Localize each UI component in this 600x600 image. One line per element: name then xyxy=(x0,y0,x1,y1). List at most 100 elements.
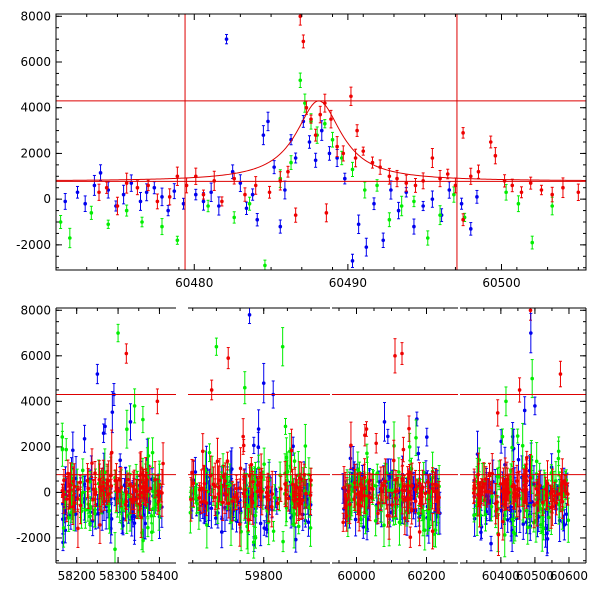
data-point xyxy=(296,486,301,521)
x-tick-label: 58200 xyxy=(58,569,96,583)
data-point xyxy=(510,178,515,193)
marker xyxy=(244,206,249,211)
data-point xyxy=(61,487,65,504)
data-point xyxy=(279,475,283,502)
marker xyxy=(97,485,102,489)
marker xyxy=(71,479,76,484)
data-point xyxy=(452,186,456,203)
data-point xyxy=(124,343,129,364)
data-point xyxy=(202,465,207,502)
marker xyxy=(452,192,456,197)
marker xyxy=(109,484,114,488)
data-point xyxy=(461,127,465,139)
data-point xyxy=(175,166,180,186)
data-point xyxy=(104,181,109,194)
marker xyxy=(461,131,465,135)
marker xyxy=(106,478,111,483)
data-point xyxy=(175,235,180,245)
y-tick-label: 4000 xyxy=(20,101,51,115)
marker xyxy=(80,490,85,495)
marker xyxy=(124,490,128,494)
data-point xyxy=(278,461,282,489)
marker xyxy=(126,477,130,482)
marker xyxy=(389,188,393,192)
marker xyxy=(226,356,231,360)
marker xyxy=(152,185,157,190)
marker xyxy=(167,195,172,199)
marker xyxy=(426,480,430,484)
marker xyxy=(123,502,128,507)
marker xyxy=(103,424,107,429)
marker xyxy=(175,238,180,243)
marker xyxy=(308,493,313,497)
marker xyxy=(293,156,298,160)
marker xyxy=(385,513,390,518)
marker xyxy=(289,160,293,165)
marker xyxy=(193,192,198,197)
marker xyxy=(137,502,142,506)
data-point xyxy=(93,461,97,486)
data-point xyxy=(430,513,435,550)
y-tick-label: -2000 xyxy=(16,238,51,252)
marker xyxy=(238,466,243,471)
marker xyxy=(296,524,301,529)
data-point xyxy=(263,259,267,270)
data-point xyxy=(220,196,224,207)
data-point xyxy=(408,526,413,548)
y-tick-label: 6000 xyxy=(20,55,51,69)
marker xyxy=(200,449,205,454)
marker xyxy=(221,474,226,479)
data-point xyxy=(293,526,298,553)
top-panel: -2000 0 2000 4000 6000 8000 60480 60490 60500 xyxy=(16,9,587,290)
data-point xyxy=(361,146,366,156)
marker xyxy=(128,482,133,486)
marker xyxy=(73,512,78,516)
marker xyxy=(408,535,413,540)
data-point xyxy=(257,482,262,499)
marker xyxy=(146,183,150,188)
data-point xyxy=(264,521,269,538)
data-point xyxy=(343,172,347,185)
marker xyxy=(298,498,303,503)
marker xyxy=(461,217,465,222)
marker xyxy=(144,190,149,195)
data-point xyxy=(271,520,276,542)
data-point xyxy=(402,474,407,498)
marker xyxy=(65,497,69,501)
data-point xyxy=(404,174,409,192)
marker xyxy=(116,331,120,335)
marker xyxy=(359,517,363,522)
marker xyxy=(86,486,90,491)
marker xyxy=(224,37,229,41)
marker xyxy=(91,497,95,502)
marker xyxy=(272,165,276,169)
data-point xyxy=(351,475,355,493)
data-point xyxy=(214,337,219,356)
data-point xyxy=(373,505,378,537)
data-point xyxy=(330,131,335,148)
marker xyxy=(188,510,193,515)
data-point xyxy=(166,204,170,217)
marker xyxy=(253,535,258,540)
data-point xyxy=(267,185,272,199)
data-point xyxy=(425,230,430,246)
data-point xyxy=(125,409,129,449)
marker xyxy=(293,213,298,217)
data-point xyxy=(91,479,96,499)
marker xyxy=(221,464,225,469)
marker xyxy=(430,197,435,201)
marker xyxy=(397,470,401,474)
marker xyxy=(66,516,71,520)
marker xyxy=(232,176,237,181)
marker xyxy=(104,185,109,190)
marker xyxy=(395,176,399,181)
marker xyxy=(241,443,246,448)
marker xyxy=(104,486,109,491)
data-point xyxy=(323,119,327,129)
marker xyxy=(75,190,80,195)
marker xyxy=(253,183,258,188)
data-point xyxy=(244,201,249,215)
marker xyxy=(285,469,290,474)
data-point xyxy=(365,443,369,463)
marker xyxy=(430,529,435,534)
